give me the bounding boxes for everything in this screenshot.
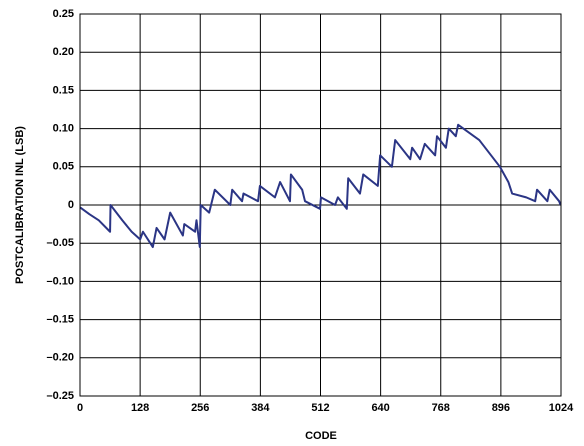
y-tick-label: –0.25: [46, 390, 74, 402]
x-tick-label: 0: [77, 402, 83, 414]
plot-frame: [79, 13, 562, 397]
y-tick-label: 0: [68, 199, 74, 211]
x-tick-label: 256: [191, 402, 209, 414]
x-tick-label: 1024: [549, 402, 574, 414]
x-tick-label: 512: [311, 402, 329, 414]
y-tick-label: 0.15: [53, 84, 74, 96]
x-tick-label: 640: [371, 402, 389, 414]
y-tick-label: 0.05: [53, 161, 74, 173]
y-tick-label: 0.20: [53, 46, 74, 58]
x-axis-label: CODE: [305, 430, 337, 442]
y-tick-label: 0.10: [53, 123, 74, 135]
y-axis-label: POSTCALIBRATION INL (LSB): [14, 126, 26, 284]
x-tick-label: 128: [131, 402, 149, 414]
y-tick-label: –0.20: [46, 352, 74, 364]
data-line: [79, 123, 562, 249]
y-tick-label: –0.15: [46, 314, 74, 326]
y-tick-label: 0.25: [53, 8, 74, 20]
y-tick-label: –0.10: [46, 275, 74, 287]
x-tick-label: 384: [251, 402, 270, 414]
x-tick-label: 896: [492, 402, 510, 414]
y-tick-label: –0.05: [46, 237, 74, 249]
x-tick-label: 768: [432, 402, 450, 414]
